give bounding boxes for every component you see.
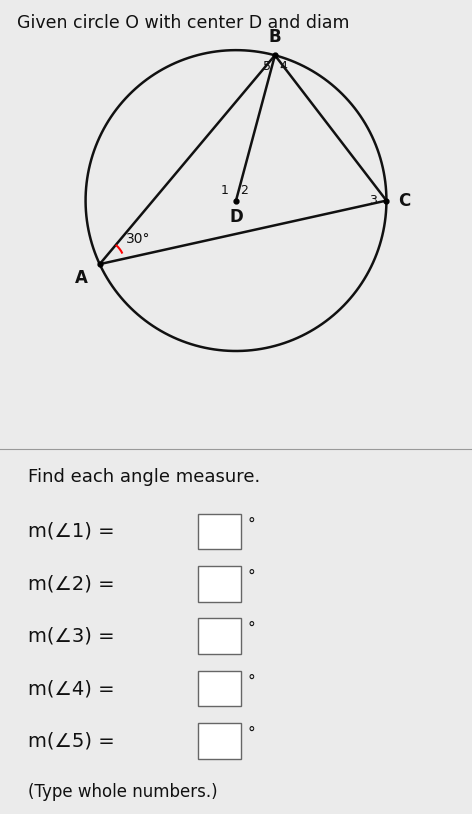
- Text: m(∠2) =: m(∠2) =: [28, 574, 121, 593]
- Bar: [198, 619, 241, 654]
- Text: 5: 5: [263, 60, 271, 73]
- Text: 1: 1: [221, 184, 228, 197]
- Bar: [198, 723, 241, 759]
- Bar: [198, 566, 241, 602]
- Text: 30°: 30°: [126, 232, 151, 246]
- Text: 4: 4: [279, 60, 287, 73]
- Text: D: D: [229, 208, 243, 225]
- Text: 2: 2: [240, 184, 248, 197]
- Text: °: °: [248, 726, 255, 741]
- Text: °: °: [248, 673, 255, 689]
- Text: A: A: [75, 269, 88, 287]
- Text: m(∠1) =: m(∠1) =: [28, 522, 121, 540]
- Text: m(∠3) =: m(∠3) =: [28, 627, 121, 646]
- Bar: [198, 671, 241, 707]
- Text: Find each angle measure.: Find each angle measure.: [28, 468, 261, 486]
- Text: °: °: [248, 516, 255, 532]
- Text: m(∠4) =: m(∠4) =: [28, 679, 121, 698]
- Text: °: °: [248, 621, 255, 637]
- Text: m(∠5) =: m(∠5) =: [28, 732, 121, 751]
- Bar: [198, 514, 241, 549]
- Text: Given circle O with center D and diam: Given circle O with center D and diam: [17, 14, 350, 32]
- Text: C: C: [398, 191, 411, 209]
- Text: °: °: [248, 569, 255, 584]
- Text: (Type whole numbers.): (Type whole numbers.): [28, 782, 218, 800]
- Text: B: B: [269, 28, 281, 46]
- Text: 3: 3: [369, 194, 377, 207]
